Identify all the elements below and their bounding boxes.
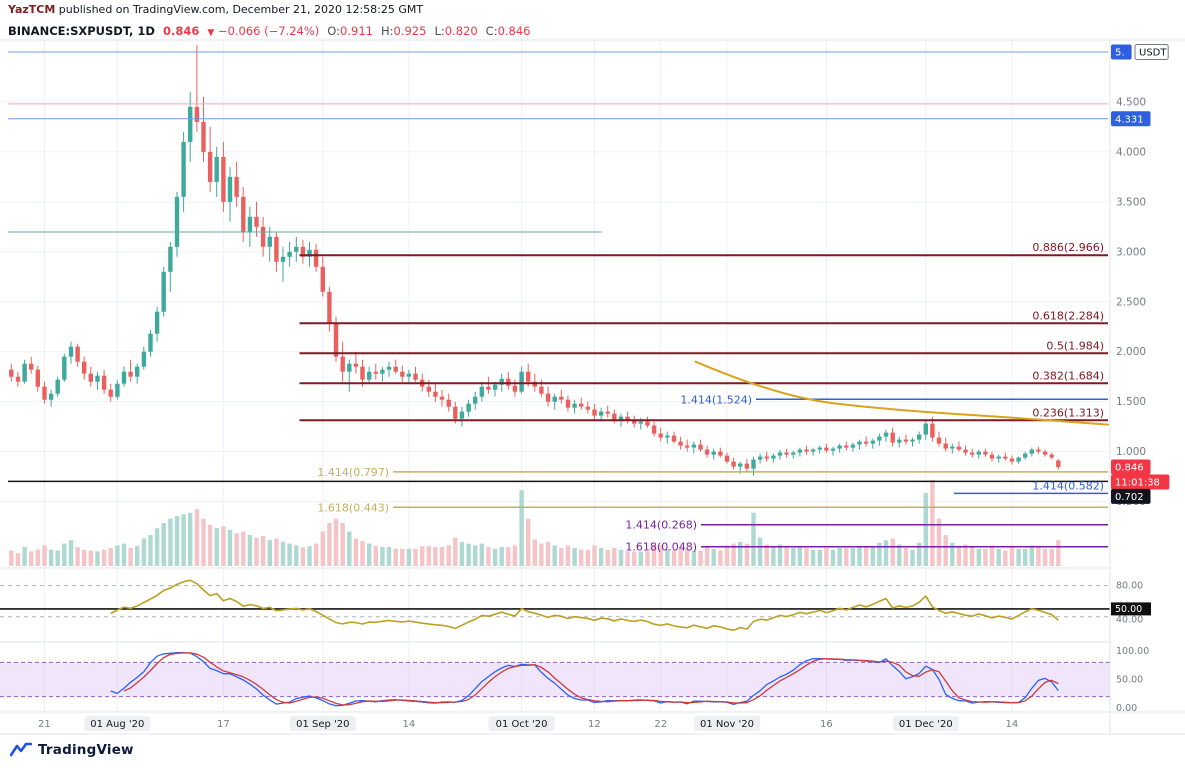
axis-label-0.846 <box>1111 459 1151 475</box>
svg-text:0.618(2.284): 0.618(2.284) <box>1032 309 1104 322</box>
price-change: ▼ −0.066 (−7.24%) <box>207 24 319 38</box>
svg-text:16: 16 <box>820 719 833 730</box>
svg-text:4.000: 4.000 <box>1116 146 1146 158</box>
rsi-50-label <box>1111 602 1151 616</box>
open-value: O:0.911 <box>327 24 373 38</box>
svg-text:1.500: 1.500 <box>1116 396 1146 408</box>
price-levels: 0.886(2.966) 0.618(2.284) 0.5(1.984) 0.382(… <box>8 51 1108 554</box>
svg-text:01 Aug '20: 01 Aug '20 <box>90 719 144 730</box>
axis-label-5. <box>1111 44 1132 60</box>
high-value: H:0.925 <box>380 24 427 38</box>
author-name[interactable]: YazTCM <box>8 3 56 16</box>
svg-text:1.618(0.443): 1.618(0.443) <box>317 501 389 514</box>
svg-text:1.414(1.524): 1.414(1.524) <box>680 393 752 406</box>
down-arrow-icon: ▼ <box>207 28 215 38</box>
price-axis[interactable]: 4.500 4.000 3.500 3.000 2.500 2.000 1.500 1.000… <box>1111 44 1170 715</box>
axis-label-USDT <box>1134 44 1169 60</box>
svg-text:0.236(1.313): 0.236(1.313) <box>1032 406 1104 419</box>
svg-text:14: 14 <box>1006 719 1019 730</box>
tradingview-wordmark: TradingView <box>38 742 134 758</box>
publish-info: published on TradingView.com, December 2… <box>55 3 424 16</box>
svg-text:0.5(1.984): 0.5(1.984) <box>1046 339 1104 352</box>
svg-text:3.000: 3.000 <box>1116 246 1146 258</box>
svg-text:1.414(0.582): 1.414(0.582) <box>1032 479 1104 492</box>
svg-text:1.414(0.797): 1.414(0.797) <box>317 466 389 479</box>
svg-text:2.000: 2.000 <box>1116 346 1146 358</box>
svg-text:4.500: 4.500 <box>1116 96 1146 108</box>
svg-text:5.: 5. <box>1115 48 1125 59</box>
stoch-d-line <box>123 652 1059 706</box>
stoch-k-line <box>110 652 1059 707</box>
svg-text:0.00: 0.00 <box>1116 703 1137 714</box>
change-value: −0.066 (−7.24%) <box>217 24 320 38</box>
svg-text:80.00: 80.00 <box>1116 581 1143 592</box>
axis-label-11:01:38 <box>1111 474 1170 490</box>
svg-text:01 Nov '20: 01 Nov '20 <box>700 719 754 730</box>
svg-text:17: 17 <box>217 719 230 730</box>
svg-text:22: 22 <box>654 719 667 730</box>
rsi-line <box>110 579 1059 632</box>
svg-text:1.414(0.268): 1.414(0.268) <box>625 519 697 532</box>
trend-curve <box>694 360 1109 426</box>
close-value: C:0.846 <box>485 24 531 38</box>
svg-text:50.00: 50.00 <box>1115 604 1142 615</box>
tradingview-logo-icon <box>10 742 32 757</box>
svg-text:100.00: 100.00 <box>1116 646 1149 657</box>
svg-text:0.886(2.966): 0.886(2.966) <box>1032 241 1104 254</box>
last-price: 0.846 <box>162 24 200 38</box>
svg-text:21: 21 <box>38 719 51 730</box>
svg-text:0.702: 0.702 <box>1115 492 1144 503</box>
symbol-info-bar: BINANCE:SXPUSDT, 1D 0.846 ▼ −0.066 (−7.2… <box>0 19 1185 40</box>
svg-text:USDT: USDT <box>1139 48 1167 59</box>
symbol-title[interactable]: BINANCE:SXPUSDT, 1D <box>8 24 155 38</box>
svg-text:2.500: 2.500 <box>1116 296 1146 308</box>
publish-header: YazTCM published on TradingView.com, Dec… <box>0 0 1185 19</box>
time-axis[interactable]: 21 01 Aug '20 17 01 Sep '20 14 01 Oct '20 12 22… <box>38 716 1018 731</box>
svg-text:01 Oct '20: 01 Oct '20 <box>496 719 548 730</box>
stoch-band <box>0 662 1110 697</box>
volume-bars <box>9 480 1061 566</box>
footer-brand[interactable]: TradingView <box>10 742 134 758</box>
svg-text:3.500: 3.500 <box>1116 196 1146 208</box>
svg-text:0.382(1.684): 0.382(1.684) <box>1032 369 1104 382</box>
svg-text:01 Sep '20: 01 Sep '20 <box>296 719 349 730</box>
axis-label-0.702 <box>1111 488 1151 504</box>
svg-text:1.618(0.048): 1.618(0.048) <box>625 541 697 554</box>
svg-text:12: 12 <box>588 719 601 730</box>
low-value: L:0.820 <box>434 24 478 38</box>
axis-label-4.331 <box>1111 111 1151 127</box>
pane-separators <box>0 39 1185 735</box>
grid-lines <box>0 40 1110 712</box>
svg-text:1.000: 1.000 <box>1116 446 1146 458</box>
svg-text:40.00: 40.00 <box>1116 615 1143 626</box>
svg-text:4.331: 4.331 <box>1115 114 1144 125</box>
svg-text:50.00: 50.00 <box>1116 675 1143 686</box>
svg-text:0.846: 0.846 <box>1115 463 1144 474</box>
svg-text:14: 14 <box>403 719 416 730</box>
svg-text:11:01:38: 11:01:38 <box>1115 478 1160 489</box>
svg-text:01 Dec '20: 01 Dec '20 <box>899 719 953 730</box>
stoch-pane <box>0 652 1110 707</box>
rsi-pane <box>0 579 1110 632</box>
